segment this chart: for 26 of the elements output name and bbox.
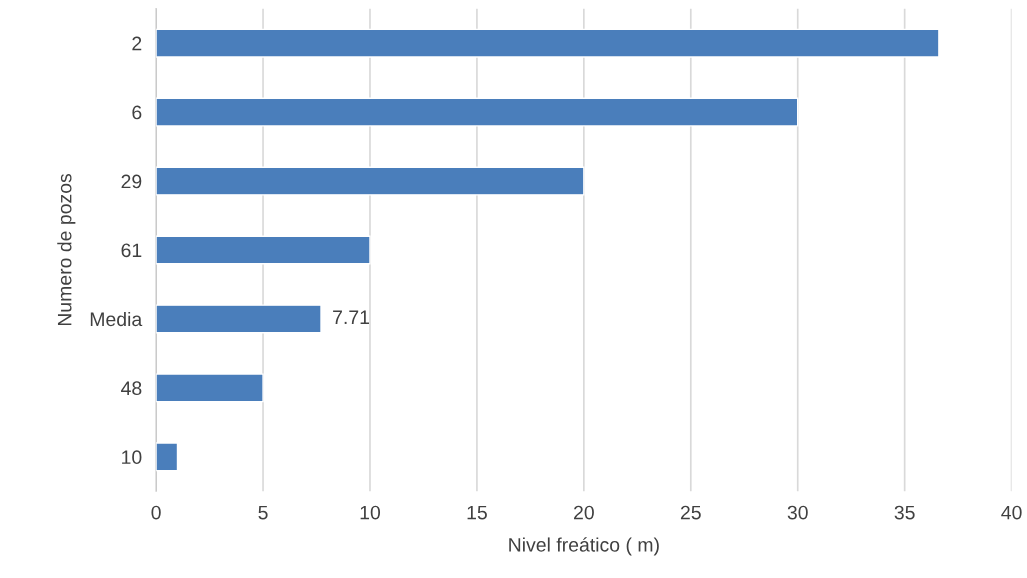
y-tick-label: 10: [122, 450, 142, 465]
x-tick-label: 10: [360, 505, 381, 520]
y-tick-label: 6: [132, 105, 142, 120]
bar: [156, 373, 264, 403]
x-tick-label: 5: [258, 505, 268, 520]
data-label: 7.71: [333, 310, 370, 324]
y-tick-label: 29: [121, 174, 142, 189]
x-tick-label: 25: [680, 505, 701, 520]
bar: [156, 97, 799, 127]
bar: [156, 304, 322, 334]
y-tick-label: Media: [90, 311, 143, 327]
x-tick-label: 30: [787, 505, 808, 520]
y-tick-label: 2: [132, 36, 142, 51]
bar: [156, 28, 940, 58]
x-tick-label: 35: [894, 505, 915, 520]
y-tick-label: 48: [121, 381, 142, 396]
y-tick-label: 61: [121, 243, 142, 258]
bar: [156, 235, 371, 265]
x-axis-title: Nivel freático ( m): [509, 537, 659, 556]
x-tick-label: 40: [1001, 505, 1022, 520]
bar: [156, 166, 585, 196]
y-axis-title: Numero de pozos: [57, 173, 76, 326]
x-tick-label: 20: [574, 505, 594, 520]
bar: [156, 442, 179, 472]
x-tick-label: 0: [151, 505, 161, 520]
x-tick-label: 15: [467, 505, 487, 520]
